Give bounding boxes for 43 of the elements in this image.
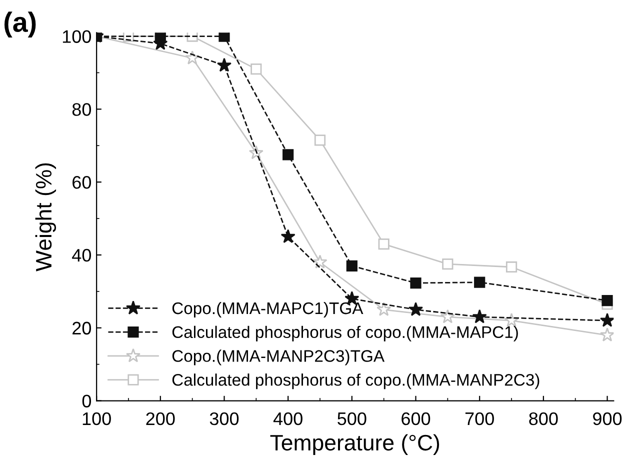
x-tick-label: 200 [146, 412, 175, 426]
point [600, 328, 614, 342]
x-tick-label: 900 [593, 412, 622, 426]
y-tick-label: 0 [82, 394, 91, 408]
x-tick-label: 600 [402, 412, 430, 426]
y-tick-label: 60 [72, 176, 91, 189]
x-tick-label: 800 [529, 412, 558, 426]
legend-label: Copo.(MMA-MANP2C3)TGA [172, 350, 385, 366]
point [346, 260, 358, 272]
point [282, 149, 294, 160]
point [504, 312, 519, 327]
y-axis-title: Weight (%) [35, 163, 56, 272]
point [280, 229, 296, 244]
x-tick-label: 700 [465, 412, 494, 426]
x-axis-title: Temperature (°C) [270, 434, 440, 455]
point [600, 312, 614, 327]
point [218, 32, 230, 42]
point [440, 309, 455, 324]
point [314, 134, 326, 146]
point [474, 276, 486, 288]
x-tick-label: 100 [82, 412, 111, 426]
x-tick-label: 300 [210, 412, 239, 426]
y-tick-label: 40 [72, 248, 91, 262]
point [376, 302, 392, 316]
point [378, 238, 390, 250]
point [442, 258, 454, 270]
legend-label: Calculated phosphorus of copo.(MMA-MAPC1) [172, 326, 518, 342]
legend-label: Copo.(MMA-MAPC1)TGA [172, 302, 364, 318]
point [216, 58, 232, 72]
y-tick-label: 20 [72, 322, 91, 335]
x-tick-label: 400 [273, 412, 302, 426]
point [408, 302, 424, 316]
point [250, 64, 262, 75]
point [472, 309, 487, 324]
point [410, 277, 422, 289]
text: (a) [4, 12, 36, 38]
point [312, 254, 328, 269]
point [602, 294, 613, 306]
point [506, 261, 518, 273]
legend-label: Calculated phosphorus of copo.(MMA-MANP2C3) [172, 374, 540, 390]
x-tick-label: 500 [338, 412, 366, 426]
y-tick-label: 100 [62, 30, 91, 43]
y-tick-label: 80 [72, 103, 91, 116]
